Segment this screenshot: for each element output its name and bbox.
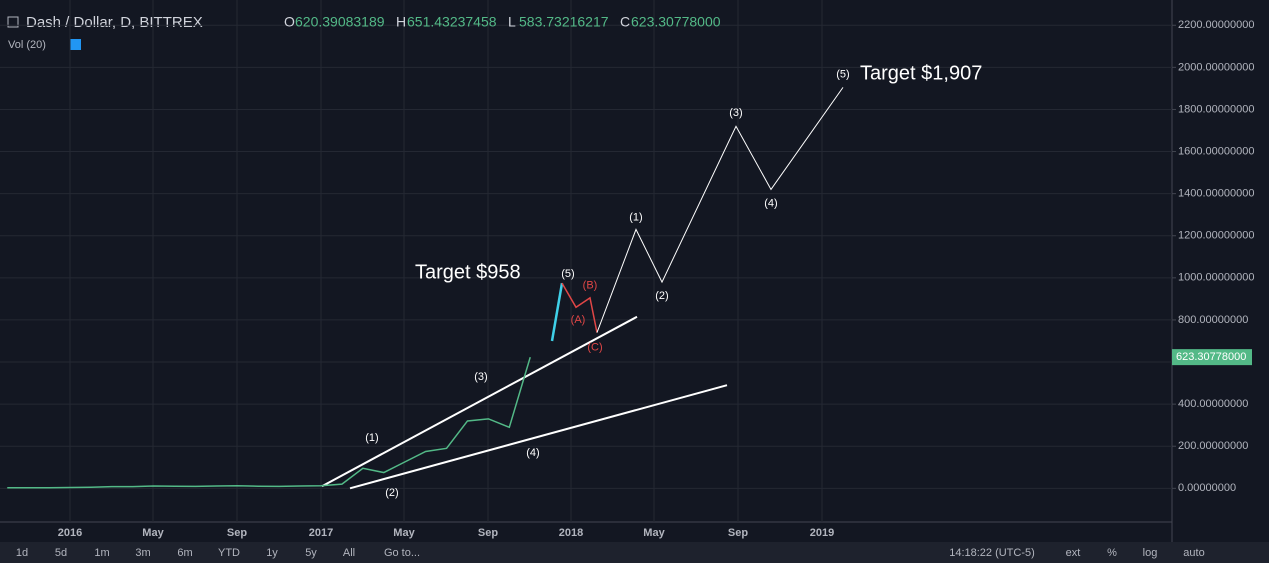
impulse-leg xyxy=(550,282,564,342)
ohlc-value: 623.30778000 xyxy=(631,14,721,30)
range-button[interactable]: Go to... xyxy=(384,547,420,559)
ohlc-key: C xyxy=(620,14,630,30)
projection-label: (4) xyxy=(764,197,777,209)
x-tick-label: 2017 xyxy=(309,527,333,539)
x-tick-label: 2018 xyxy=(559,527,583,539)
wave-label: (4) xyxy=(526,447,539,459)
option-button[interactable]: auto xyxy=(1183,547,1204,559)
projection-label: (3) xyxy=(729,107,742,119)
y-tick-label: 1400.00000000 xyxy=(1178,188,1254,200)
ohlc-key: L xyxy=(508,14,516,30)
trendline xyxy=(349,384,728,490)
symbol-title[interactable]: Dash / Dollar, D, BITTREX xyxy=(26,14,203,31)
x-tick-label: May xyxy=(643,527,665,539)
y-tick-label: 1000.00000000 xyxy=(1178,272,1254,284)
ohlc-key: H xyxy=(396,14,406,30)
x-tick-label: Sep xyxy=(478,527,498,539)
ohlc-value: 620.39083189 xyxy=(295,14,385,30)
x-tick-label: May xyxy=(393,527,415,539)
indicator-name[interactable]: Vol (20) xyxy=(8,39,46,51)
ohlc-value: 651.43237458 xyxy=(407,14,497,30)
wave-label: (1) xyxy=(365,432,378,444)
y-tick-label: 2000.00000000 xyxy=(1178,61,1254,73)
y-tick-label: 1600.00000000 xyxy=(1178,145,1254,157)
correction-line xyxy=(561,282,598,333)
projection-line xyxy=(596,87,844,333)
y-tick-label: 800.00000000 xyxy=(1178,314,1248,326)
option-button[interactable]: ext xyxy=(1066,547,1081,559)
target-annotation: Target $1,907 xyxy=(860,62,982,84)
ohlc-key: O xyxy=(284,14,295,30)
y-tick-label: 200.00000000 xyxy=(1178,440,1248,452)
last-price-box xyxy=(1172,349,1252,366)
y-tick-label: 1800.00000000 xyxy=(1178,103,1254,115)
y-tick-label: 1200.00000000 xyxy=(1178,230,1254,242)
x-tick-label: Sep xyxy=(227,527,247,539)
correction-label: (5) xyxy=(561,268,574,280)
projection-label: (1) xyxy=(629,211,642,223)
projection-label: (2) xyxy=(655,290,668,302)
range-button[interactable]: 1m xyxy=(94,547,109,559)
range-button[interactable]: 6m xyxy=(177,547,192,559)
target-annotation: Target $958 xyxy=(415,261,521,283)
wave-label: (2) xyxy=(385,487,398,499)
x-tick-label: 2019 xyxy=(810,527,834,539)
wave-label: (3) xyxy=(474,371,487,383)
option-button[interactable]: log xyxy=(1143,547,1158,559)
clock: 14:18:22 (UTC-5) xyxy=(949,547,1035,559)
toolbar xyxy=(0,542,1269,563)
range-button[interactable]: 5d xyxy=(55,547,67,559)
x-tick-label: May xyxy=(142,527,164,539)
range-button[interactable]: 3m xyxy=(135,547,150,559)
correction-label: (C) xyxy=(587,341,602,353)
indicator-icon[interactable] xyxy=(70,39,81,50)
range-button[interactable]: 1d xyxy=(16,547,28,559)
last-price-label: 623.30778000 xyxy=(1176,351,1246,363)
range-button[interactable]: 1y xyxy=(266,547,278,559)
range-button[interactable]: 5y xyxy=(305,547,317,559)
correction-label: (B) xyxy=(583,280,598,292)
trendline xyxy=(321,315,638,488)
range-button[interactable]: YTD xyxy=(218,547,240,559)
option-button[interactable]: % xyxy=(1107,547,1117,559)
collapse-icon[interactable] xyxy=(7,16,19,28)
y-tick-label: 0.00000000 xyxy=(1178,482,1236,494)
ohlc-value: 583.73216217 xyxy=(519,14,609,30)
price-line xyxy=(7,356,531,489)
correction-label: (A) xyxy=(571,314,586,326)
x-tick-label: 2016 xyxy=(58,527,82,539)
projection-label: (5) xyxy=(836,68,849,80)
range-button[interactable]: All xyxy=(343,547,355,559)
y-tick-label: 2200.00000000 xyxy=(1178,19,1254,31)
y-tick-label: 400.00000000 xyxy=(1178,398,1248,410)
x-tick-label: Sep xyxy=(728,527,748,539)
